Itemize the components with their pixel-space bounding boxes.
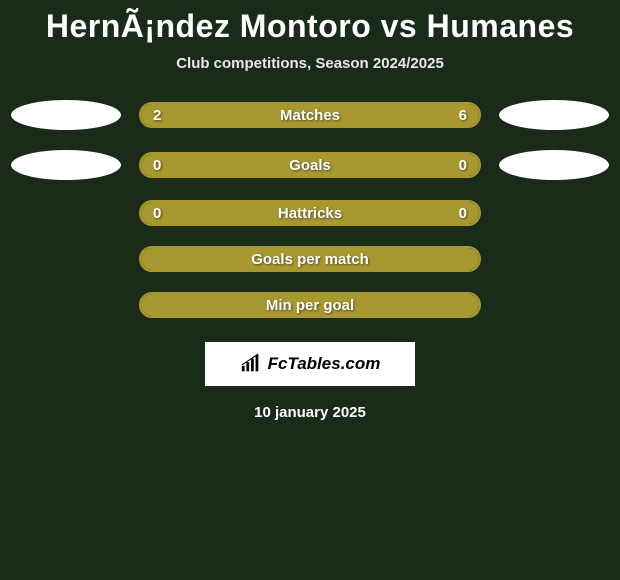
date-label: 10 january 2025 <box>0 404 620 421</box>
stat-label: Goals per match <box>251 251 369 268</box>
left-value: 0 <box>153 157 161 174</box>
bar-content: 2 Matches 6 <box>141 104 479 126</box>
player-badge-right <box>499 100 609 130</box>
stat-row: Min per goal <box>0 292 620 318</box>
stat-label: Hattricks <box>278 205 342 222</box>
stat-label: Matches <box>280 107 340 124</box>
player-badge-left <box>11 150 121 180</box>
left-value: 0 <box>153 205 161 222</box>
stat-rows: 2 Matches 6 0 Goals 0 0 Hattricks 0 Goals per mat… <box>0 100 620 318</box>
stat-row: 0 Goals 0 <box>0 150 620 180</box>
stat-row: Goals per match <box>0 246 620 272</box>
stat-bar: Min per goal <box>139 292 481 318</box>
stat-label: Goals <box>289 157 331 174</box>
subtitle: Club competitions, Season 2024/2025 <box>0 55 620 72</box>
stat-row: 2 Matches 6 <box>0 100 620 130</box>
page-title: HernÃ¡ndez Montoro vs Humanes <box>0 8 620 45</box>
bar-content: Min per goal <box>141 294 479 316</box>
stat-bar: Goals per match <box>139 246 481 272</box>
player-badge-right <box>499 150 609 180</box>
bar-chart-icon <box>240 353 262 375</box>
brand-logo[interactable]: FcTables.com <box>205 342 415 386</box>
stat-row: 0 Hattricks 0 <box>0 200 620 226</box>
stat-bar: 0 Goals 0 <box>139 152 481 178</box>
bar-content: 0 Hattricks 0 <box>141 202 479 224</box>
bar-content: 0 Goals 0 <box>141 154 479 176</box>
bar-content: Goals per match <box>141 248 479 270</box>
brand-text: FcTables.com <box>268 354 381 374</box>
left-value: 2 <box>153 107 161 124</box>
stat-label: Min per goal <box>266 297 354 314</box>
stat-bar: 2 Matches 6 <box>139 102 481 128</box>
stat-bar: 0 Hattricks 0 <box>139 200 481 226</box>
stats-comparison-card: HernÃ¡ndez Montoro vs Humanes Club compe… <box>0 0 620 421</box>
player-badge-left <box>11 100 121 130</box>
right-value: 0 <box>459 157 467 174</box>
right-value: 0 <box>459 205 467 222</box>
right-value: 6 <box>459 107 467 124</box>
